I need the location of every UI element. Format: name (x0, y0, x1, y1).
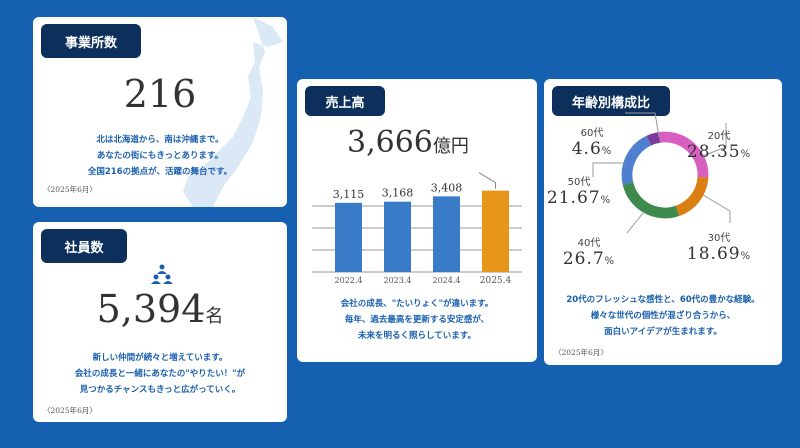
offices-value: 216 (123, 72, 197, 116)
people-icon (151, 264, 173, 284)
desc-line: 未来を明るく照らしています。 (358, 331, 476, 341)
tick-label: 2025.4 (480, 276, 512, 286)
age-label: 20代 28.35% (679, 127, 759, 162)
donut-slice (621, 135, 652, 185)
sales-unit: 億円 (432, 136, 469, 157)
desc-line: 会社の成長、"たいりょく"が違います。 (340, 299, 494, 309)
desc-line: 見つかるチャンスもきっと広がっていく。 (79, 385, 241, 395)
age-label: 30代 18.69% (679, 229, 759, 264)
employees-desc: 新しい仲間が続々と増えています。 会社の成長と一緒にあなたの"やりたい！"が 見… (33, 350, 287, 398)
bar (384, 201, 411, 272)
age-group: 50代 (567, 177, 591, 188)
leader-line (702, 194, 731, 223)
age-label: 50代 21.67% (544, 173, 619, 208)
tick-label: 2023.4 (384, 276, 412, 285)
desc-line: 毎年、過去最高を更新する安定感が、 (344, 315, 490, 325)
desc-line: 北は北海道から、南は沖縄まで。 (96, 135, 224, 145)
employees-value: 5,394名 (33, 287, 287, 331)
japan-map-icon (183, 17, 283, 207)
offices-desc: 北は北海道から、南は沖縄まで。 あなたの街にもきっとあります。 全国216の拠点… (33, 132, 287, 180)
sales-bar-chart: 2022.4 3,115 2023.4 3,168 2024.4 3,408 2025.4 (312, 172, 522, 286)
desc-line: 会社の成長と一緒にあなたの"やりたい！"が (74, 369, 246, 379)
bar (335, 202, 362, 272)
donut-slice (646, 132, 661, 146)
desc-line: 全国216の拠点が、活躍の舞台です。 (87, 167, 233, 177)
tick-label: 2022.4 (335, 276, 363, 285)
leader-line (625, 112, 660, 138)
sales-title: 売上高 (305, 86, 385, 116)
age-label: 60代 4.6% (552, 124, 632, 159)
desc-line: 20代のフレッシュな感性と、60代の豊かな経験。 (566, 295, 760, 305)
desc-line: あなたの街にもきっとあります。 (96, 151, 224, 161)
age-group: 40代 (577, 238, 601, 249)
age-date: 〈2025年6月〉 (554, 348, 608, 357)
desc-line: 新しい仲間が続々と増えています。 (92, 353, 228, 363)
sales-number: 3,666 (347, 125, 433, 160)
offices-date: 〈2025年6月〉 (43, 185, 97, 194)
employees-card: 社員数 5,394名 新しい仲間が続々と増えています。 会社の成長と一緒にあなた… (33, 222, 287, 422)
employees-title: 社員数 (41, 229, 127, 263)
tick-label: 2024.4 (433, 276, 461, 285)
employees-date: 〈2025年6月〉 (43, 406, 97, 415)
age-label: 40代 26.7% (549, 234, 629, 269)
desc-line: 様々な世代の個性が混ざり合うから、 (590, 311, 736, 321)
donut-slice (658, 131, 709, 178)
age-percent: 18.69% (686, 244, 752, 264)
age-percent: 28.35% (686, 142, 752, 162)
leader-line (626, 212, 644, 234)
bar (482, 190, 509, 272)
desc-line: 面白いアイデアが生まれます。 (604, 327, 722, 337)
age-donut-chart (592, 112, 731, 234)
donut-slice (622, 182, 680, 219)
leader-line (699, 123, 727, 158)
leader-line (592, 162, 625, 177)
employees-number: 5,394 (96, 287, 206, 331)
age-percent: 21.67% (546, 188, 612, 208)
employees-unit: 名 (205, 306, 224, 327)
age-card: 年齢別構成比 20代のフレッシュな感性と、60代の豊かな経験。 様々な世代の個性… (544, 79, 782, 365)
age-group: 20代 (707, 131, 731, 142)
age-group: 60代 (580, 128, 604, 139)
age-percent: 4.6% (571, 139, 613, 159)
age-group: 30代 (707, 233, 731, 244)
sales-desc: 会社の成長、"たいりょく"が違います。 毎年、過去最高を更新する安定感が、 未来… (297, 296, 537, 344)
age-percent: 26.7% (562, 249, 616, 269)
sales-card: 売上高 3,666億円 2022.4 3,115 2023.4 3,168 2024.4… (297, 79, 537, 362)
sales-value: 3,666億円 (347, 125, 469, 160)
donut-slice (675, 176, 709, 216)
data-label: 3,408 (431, 181, 463, 194)
offices-card: 事業所数 216 北は北海道から、南は沖縄まで。 あなたの街にもきっとあります。… (33, 17, 287, 207)
data-label: 3,168 (382, 187, 414, 200)
bar (433, 196, 460, 272)
age-desc: 20代のフレッシュな感性と、60代の豊かな経験。 様々な世代の個性が混ざり合うか… (544, 292, 782, 340)
data-label: 3,115 (333, 188, 365, 201)
offices-title: 事業所数 (41, 24, 141, 58)
leader-line (478, 172, 496, 189)
age-title: 年齢別構成比 (552, 86, 670, 116)
